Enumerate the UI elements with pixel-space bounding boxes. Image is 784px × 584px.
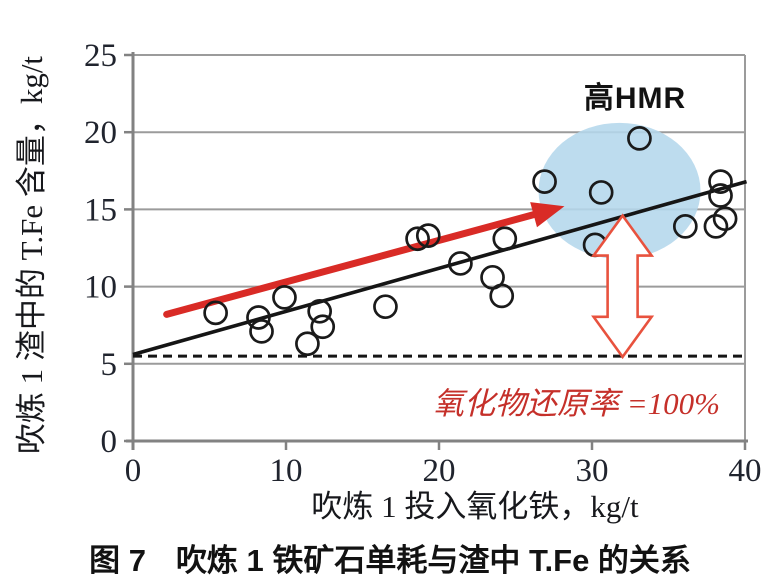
y-axis-title: 吹炼 1 渣中的 T.Fe 含量，kg/t [14, 56, 49, 454]
y-tick-label: 25 [84, 38, 117, 74]
figure-caption-text: 吹炼 1 铁矿石单耗与渣中 T.Fe 的关系 [176, 543, 691, 578]
data-point [246, 305, 271, 330]
y-tick-label: 0 [101, 424, 118, 460]
data-point [489, 283, 515, 309]
data-point [712, 206, 738, 232]
scatter-points [203, 126, 738, 357]
y-tick-label: 15 [84, 192, 117, 228]
x-tick-label: 30 [576, 453, 609, 489]
data-point [310, 314, 336, 340]
data-point [405, 226, 430, 252]
data-point [672, 214, 698, 239]
data-point [307, 298, 333, 324]
red-arrow-head [530, 202, 565, 228]
y-tick-label: 20 [84, 115, 117, 151]
data-point [415, 223, 441, 248]
data-point [708, 169, 733, 194]
high-hmr-annotation: 高HMR [584, 82, 686, 115]
data-point [492, 226, 518, 252]
x-axis-title: 吹炼 1 投入氧化铁，kg/t [311, 489, 639, 524]
red-arrow-shaft [163, 210, 540, 318]
data-point [708, 183, 733, 208]
y-tick-label: 5 [101, 347, 118, 383]
reduction-gap-double-arrow [591, 213, 655, 360]
trend-line [132, 179, 748, 357]
figure-caption: 图 7 吹炼 1 铁矿石单耗与渣中 T.Fe 的关系 [89, 543, 691, 578]
red-trend-arrow [163, 202, 565, 318]
data-point [588, 180, 614, 205]
reduction-rate-annotation: 氧化物还原率 =100% [433, 386, 720, 421]
high-hmr-highlight-ellipse [538, 122, 701, 259]
x-tick-label: 20 [423, 453, 456, 489]
data-point [249, 319, 274, 344]
data-point [627, 126, 652, 151]
data-point [295, 331, 320, 357]
data-point [373, 294, 398, 320]
data-point [203, 300, 228, 326]
data-point [272, 285, 297, 310]
data-point [448, 251, 473, 276]
trend-and-baseline-lines [132, 179, 748, 358]
x-tick-label: 0 [125, 453, 142, 489]
y-tick-label: 10 [84, 270, 117, 306]
gap-double-arrow [591, 213, 655, 360]
x-tick-label: 10 [270, 453, 303, 489]
x-tick-label: 40 [729, 453, 762, 489]
data-point [532, 169, 557, 194]
gridlines-and-axes [124, 52, 748, 450]
tick-labels: 0 5 10 15 20 25 0 10 20 30 40 [84, 38, 762, 489]
figure-caption-number: 图 7 [89, 543, 146, 578]
